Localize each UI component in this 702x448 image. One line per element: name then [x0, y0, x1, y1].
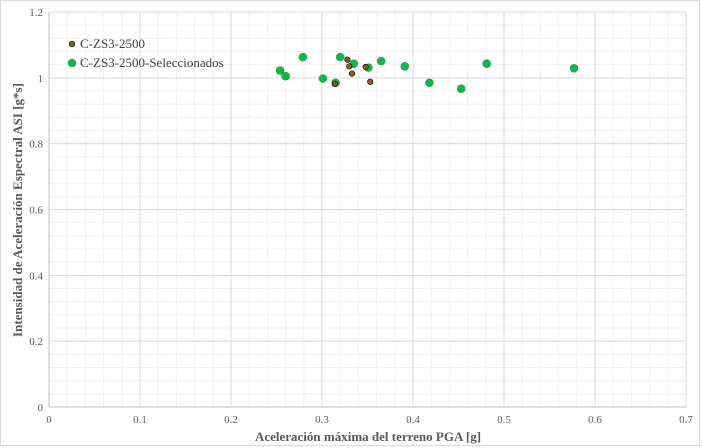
legend-item-series-2: C-ZS3-2500-Seleccionados	[67, 55, 224, 70]
legend-marker-series-2	[67, 58, 77, 68]
y-tick-label: 1.2	[29, 7, 43, 19]
y-axis-title: Intensidad de Aceleración Espectral ASI …	[10, 83, 25, 337]
legend-label-series-2: C-ZS3-2500-Seleccionados	[80, 55, 224, 70]
legend-item-series-1: C-ZS3-2500	[68, 36, 145, 51]
x-tick-label: 0.1	[133, 414, 147, 426]
data-point-series-1	[346, 63, 353, 70]
data-point-series-1	[348, 70, 356, 77]
x-tick-label: 0.3	[315, 414, 329, 426]
legend: C-ZS3-2500 C-ZS3-2500-Seleccionados	[67, 36, 224, 70]
data-points	[275, 52, 579, 93]
data-point-series-2	[569, 63, 579, 73]
y-tick-label: 0	[38, 402, 44, 414]
axes	[48, 12, 686, 408]
data-point-series-1	[362, 63, 369, 71]
data-point-series-2	[425, 78, 434, 88]
data-point-series-2	[275, 66, 285, 75]
data-point-series-2	[298, 52, 308, 62]
x-tick-label: 0.2	[224, 414, 238, 426]
legend-marker-series-1	[68, 40, 76, 48]
x-tick-label: 0	[46, 414, 52, 426]
y-tick-label: 1	[38, 73, 44, 85]
y-tick-label: 0.4	[29, 270, 43, 282]
data-point-series-2	[482, 59, 492, 68]
y-tick-label: 0.6	[29, 205, 43, 217]
x-tick-label: 0.4	[406, 414, 420, 426]
legend-label-series-1: C-ZS3-2500	[80, 36, 145, 51]
x-tick-label: 0.5	[497, 414, 511, 426]
data-point-series-1	[367, 78, 374, 85]
data-point-series-2	[281, 71, 290, 81]
data-point-series-2	[456, 84, 466, 93]
data-point-series-1	[344, 56, 351, 63]
data-point-series-2	[376, 56, 386, 66]
data-point-series-2	[318, 74, 328, 83]
y-tick-label: 0.2	[29, 336, 43, 348]
data-point-series-1	[331, 80, 338, 87]
y-tick-labels: 0 0.2 0.4 0.6 0.8 1 1.2	[29, 7, 43, 414]
data-point-series-2	[335, 52, 345, 62]
data-point-series-2	[400, 62, 410, 71]
x-tick-label: 0.6	[588, 414, 602, 426]
y-tick-label: 0.8	[29, 139, 43, 151]
x-axis-title: Aceleración máxima del terreno PGA [g]	[255, 429, 481, 444]
x-tick-labels: 0 0.1 0.2 0.3 0.4 0.5 0.6 0.7	[46, 414, 693, 426]
x-tick-label: 0.7	[679, 414, 693, 426]
